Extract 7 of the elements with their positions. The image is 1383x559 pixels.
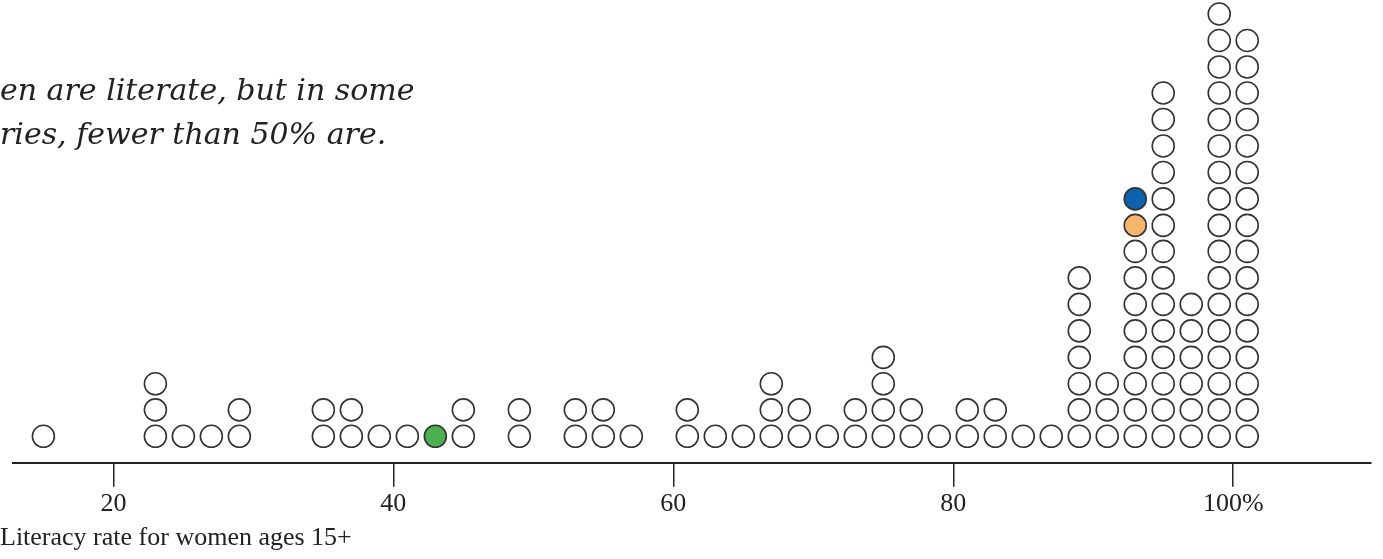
x-tick-label: 40 [380, 488, 407, 518]
x-axis-title: Literacy rate for women ages 15+ [0, 522, 352, 552]
text: en are literate, but in some ries, fewer than 50% are. [0, 71, 415, 153]
x-tick-label: 60 [660, 488, 687, 518]
x-tick-label: 20 [100, 488, 127, 518]
x-tick-label: 80 [940, 488, 967, 518]
x-tick-label: 100% [1202, 488, 1264, 518]
